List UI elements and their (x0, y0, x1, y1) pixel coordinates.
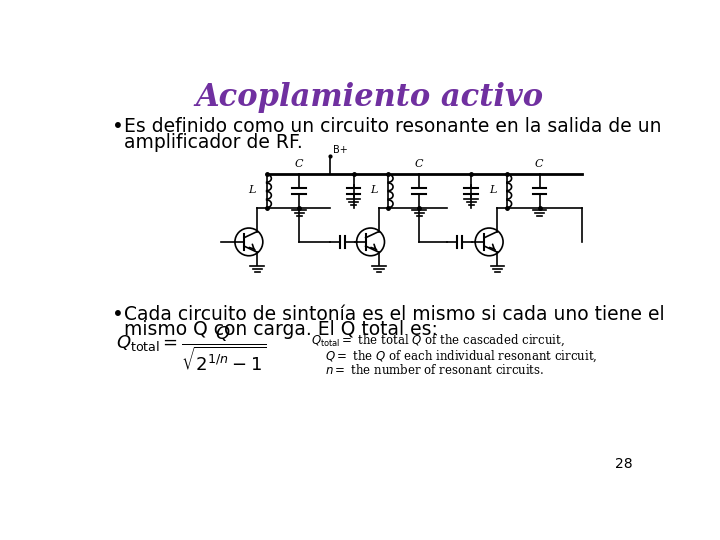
Text: Es definido como un circuito resonante en la salida de un: Es definido como un circuito resonante e… (124, 117, 662, 136)
Text: •: • (112, 117, 124, 136)
Text: B+: B+ (333, 145, 347, 155)
Text: $Q=$ the $Q$ of each individual resonant circuit,: $Q=$ the $Q$ of each individual resonant… (325, 348, 598, 363)
Text: $Q_{\rm total} = \dfrac{Q}{\sqrt{2^{1/n}-1}}$: $Q_{\rm total} = \dfrac{Q}{\sqrt{2^{1/n}… (116, 325, 266, 374)
Text: mismo Q con carga. El Q total es:: mismo Q con carga. El Q total es: (124, 320, 438, 340)
Text: L: L (489, 185, 496, 194)
Text: C: C (534, 159, 543, 168)
Text: •: • (112, 305, 124, 324)
Text: $Q_{\rm total}=$ the total $Q$ of the cascaded circuit,: $Q_{\rm total}=$ the total $Q$ of the ca… (311, 333, 564, 348)
Text: L: L (370, 185, 377, 194)
Text: C: C (294, 159, 302, 168)
Text: $n=$ the number of resonant circuits.: $n=$ the number of resonant circuits. (325, 363, 544, 377)
Text: Acoplamiento activo: Acoplamiento activo (195, 82, 543, 113)
Text: Cada circuito de sintonía es el mismo si cada uno tiene el: Cada circuito de sintonía es el mismo si… (124, 305, 665, 324)
Text: L: L (248, 185, 256, 194)
Text: 28: 28 (615, 457, 632, 471)
Text: C: C (414, 159, 423, 168)
Text: amplificador de RF.: amplificador de RF. (124, 132, 303, 152)
